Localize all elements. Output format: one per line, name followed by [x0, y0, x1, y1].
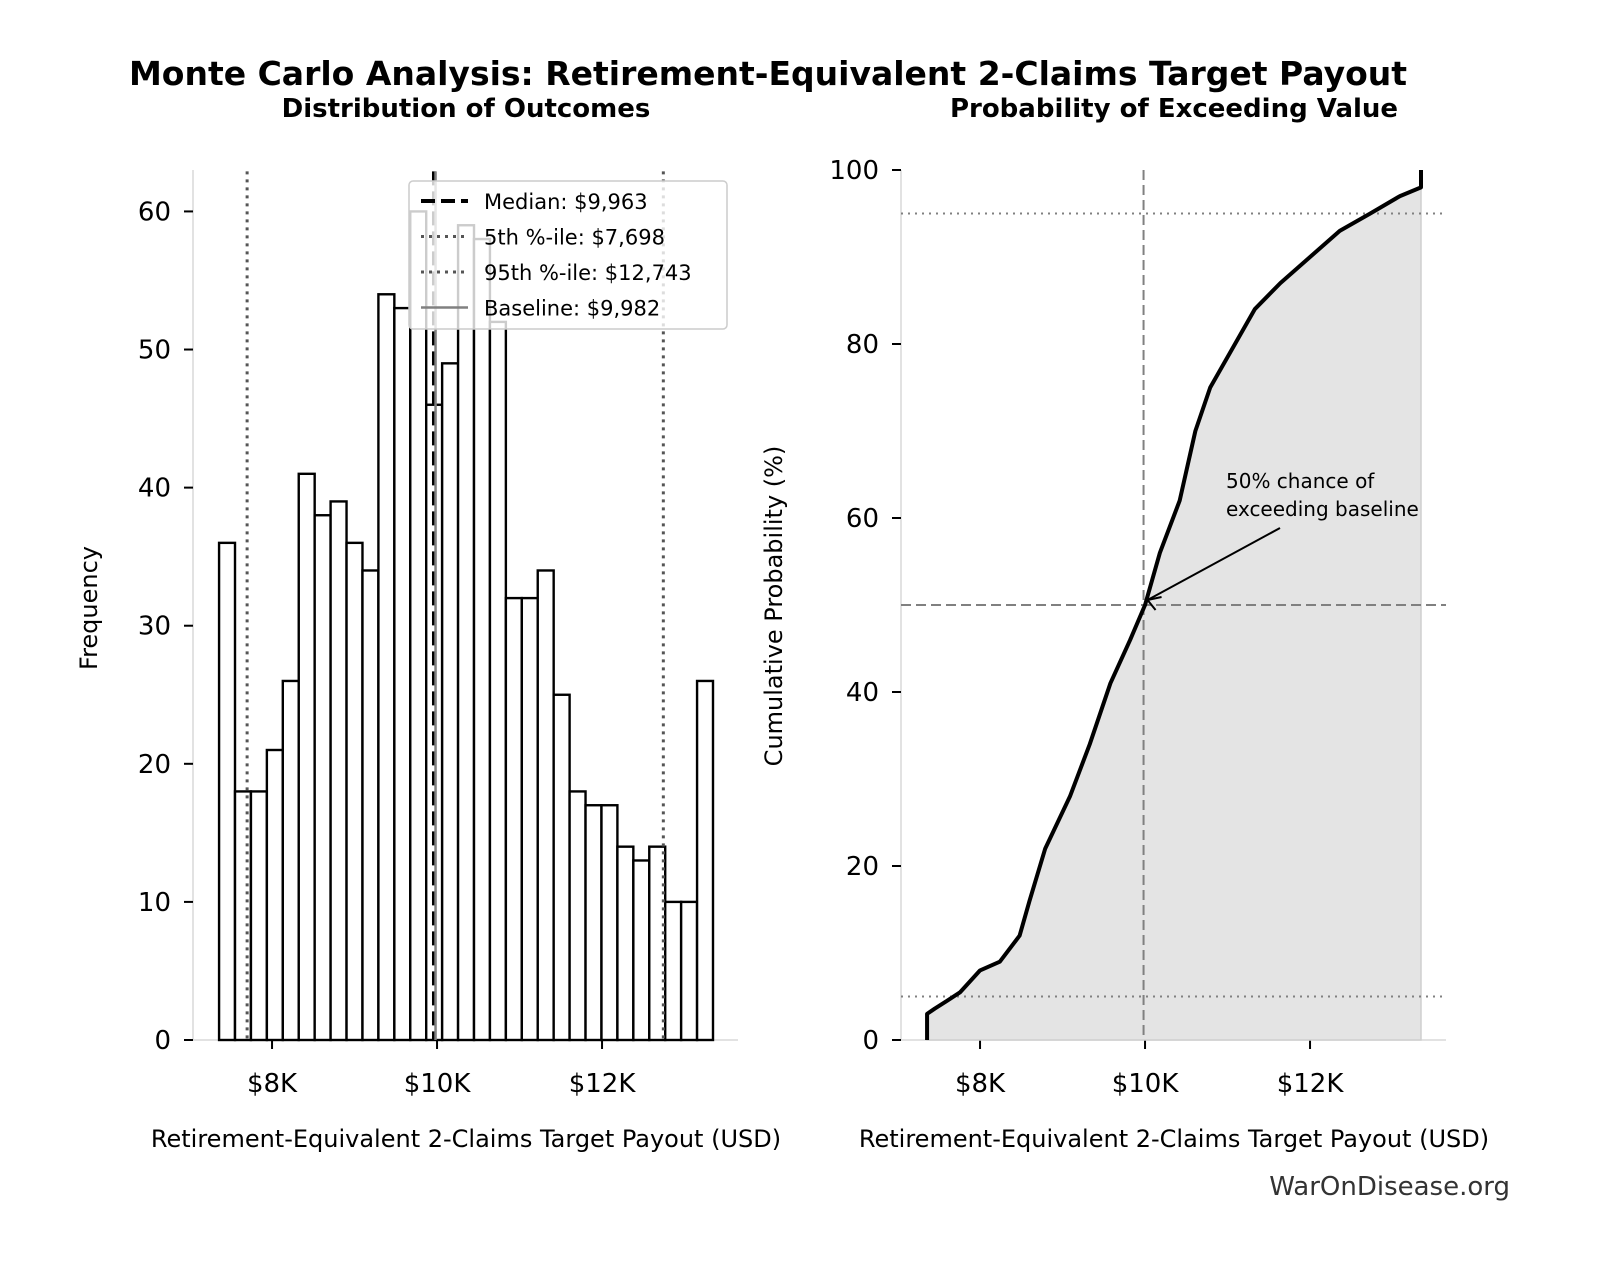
histogram-bar: [679, 900, 699, 1042]
histogram-bar: [217, 541, 237, 1042]
cdf-xlabel: Retirement-Equivalent 2-Claims Target Pa…: [859, 1125, 1489, 1153]
histogram-bar: [377, 293, 396, 1042]
cdf-xtick-label: $10K: [1112, 1069, 1180, 1099]
histogram-bar: [409, 210, 428, 1042]
histogram-bar: [695, 679, 715, 1042]
cdf-subtitle: Probability of Exceeding Value: [950, 94, 1398, 124]
histogram-bar: [616, 845, 635, 1042]
hist-ytick-label: 30: [138, 612, 171, 642]
cdf-ytick-label: 80: [846, 330, 879, 360]
cdf-xtick-label: $8K: [955, 1069, 1006, 1099]
histogram-bar: [440, 362, 460, 1042]
hist-xtick-label: $10K: [404, 1069, 472, 1099]
histogram-bar: [504, 596, 524, 1042]
histogram-bar: [313, 514, 332, 1042]
annotation-line-1: 50% chance of: [1226, 469, 1375, 493]
watermark: WarOnDisease.org: [1269, 1172, 1510, 1202]
cdf-ytick-label: 100: [829, 156, 879, 186]
cdf-xtick-label: $12K: [1277, 1069, 1345, 1099]
histogram-bar: [456, 224, 476, 1042]
histogram-bar: [281, 679, 300, 1042]
legend-label: 95th %-ile: $12,743: [484, 261, 692, 285]
histogram-bar: [297, 472, 316, 1042]
histogram-bar: [249, 790, 269, 1042]
hist-xtick-label: $12K: [569, 1069, 637, 1099]
hist-subtitle: Distribution of Outcomes: [282, 94, 651, 124]
histogram-bar: [584, 804, 603, 1042]
histogram-axes: 0 10 20 30 40 50 60 $8K $10K $12K: [138, 170, 738, 1099]
annotation: 50% chance of exceeding baseline: [1145, 469, 1419, 611]
histogram-bar: [265, 748, 285, 1042]
cdf-axes: 0 20 40 60 80 100 $8K $10K $12K: [829, 156, 1446, 1099]
figure-title: Monte Carlo Analysis: Retirement-Equival…: [129, 54, 1407, 93]
histogram-bar: [632, 859, 651, 1042]
histogram-bar: [345, 541, 364, 1042]
hist-xtick-label: $8K: [247, 1069, 298, 1099]
hist-ytick-label: 0: [154, 1026, 171, 1056]
hist-ytick-label: 60: [138, 197, 171, 227]
histogram-bar: [536, 569, 555, 1042]
histogram-bar: [520, 596, 539, 1042]
cdf-line: [925, 170, 1423, 1040]
histogram-bar: [664, 900, 683, 1042]
histogram-bar: [600, 804, 619, 1042]
histogram-bar: [472, 237, 492, 1042]
legend-box: [408, 180, 728, 330]
cdf-ytick-label: 20: [846, 852, 879, 882]
histogram-bar: [552, 693, 571, 1042]
legend-label: Median: $9,963: [484, 190, 648, 214]
legend-label: Baseline: $9,982: [484, 297, 660, 321]
legend-label: 5th %-ile: $7,698: [484, 226, 665, 250]
hist-ytick-label: 10: [138, 888, 171, 918]
cdf-ytick-label: 40: [846, 678, 879, 708]
hist-ytick-label: 20: [138, 750, 171, 780]
histogram-bar: [361, 569, 380, 1042]
annotation-line-2: exceeding baseline: [1226, 497, 1419, 521]
histogram-bar: [329, 500, 348, 1042]
cdf-ytick-label: 0: [862, 1026, 879, 1056]
hist-ylabel: Frequency: [75, 546, 103, 670]
hist-ytick-label: 40: [138, 474, 171, 504]
hist-ytick-label: 50: [138, 336, 171, 366]
histogram-bar: [393, 306, 412, 1042]
arrowhead-icon: [1145, 596, 1162, 611]
histogram-bar: [488, 320, 508, 1042]
cdf-ylabel: Cumulative Probability (%): [760, 446, 788, 767]
annotation-arrow: [1147, 527, 1281, 601]
legend: Median: $9,963 5th %-ile: $7,698 95th %-il…: [408, 180, 728, 330]
histogram-bar: [568, 790, 587, 1042]
cdf-ytick-label: 60: [846, 504, 879, 534]
hist-xlabel: Retirement-Equivalent 2-Claims Target Pa…: [151, 1125, 781, 1153]
